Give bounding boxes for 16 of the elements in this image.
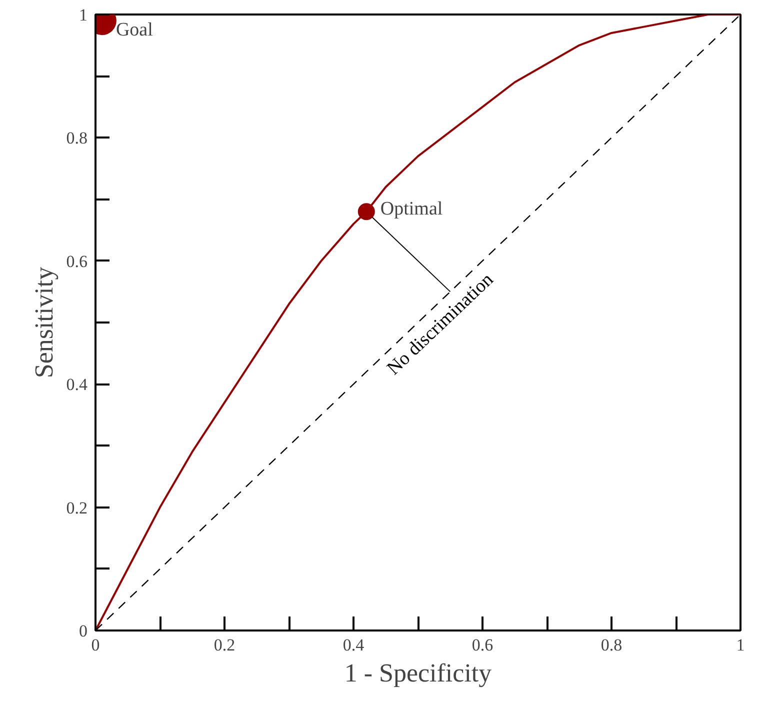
x-tick-label: 0 [91,636,100,654]
y-tick-label: 0.4 [66,375,88,394]
x-axis-title: 1 - Specificity [344,658,492,688]
x-tick-label: 0.6 [472,636,494,654]
x-tick-label: 1 [736,636,745,654]
y-tick-label: 0.6 [66,252,88,271]
x-tick-label: 0.8 [600,636,622,654]
x-tick-label: 0.4 [342,636,365,654]
y-tick-label: 0 [79,622,88,640]
y-axis-title: Sensitivity [29,266,58,378]
x-tick-label: 0.2 [214,636,236,654]
y-tick-label: 0.8 [66,128,88,148]
y-tick-label: 0.2 [66,498,88,518]
annotation: Optimal [380,198,443,220]
y-tick-label: 1 [79,6,88,24]
annotation: Goal [116,20,153,41]
